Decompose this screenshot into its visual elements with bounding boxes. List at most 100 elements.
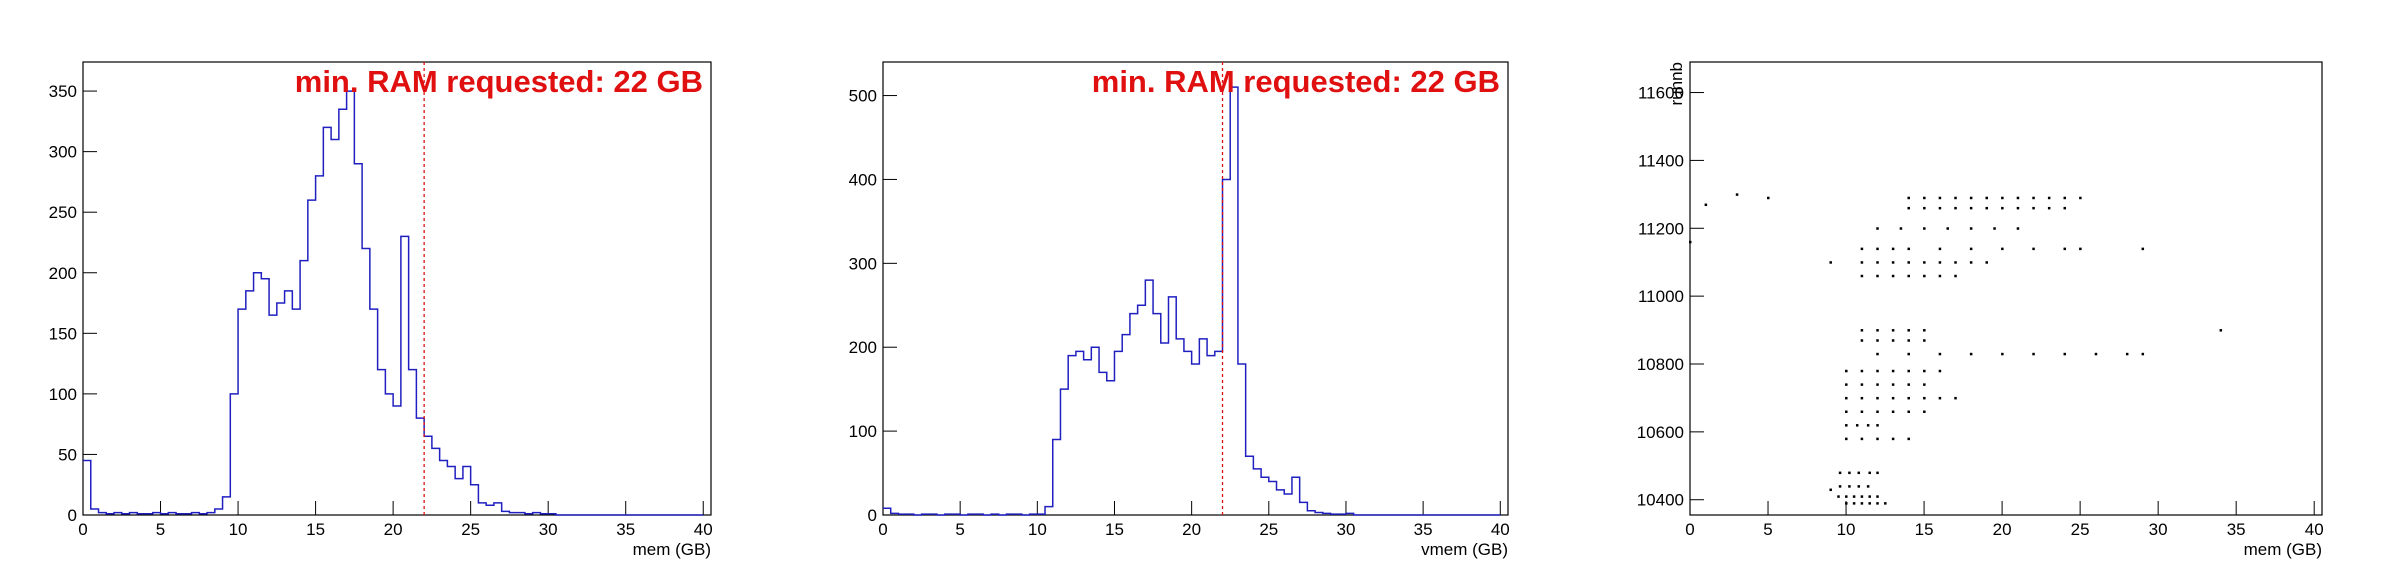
- x-tick-label: 0: [78, 520, 87, 539]
- point: [2016, 227, 2020, 230]
- point: [1852, 502, 1856, 505]
- point: [1923, 206, 1926, 210]
- x-axis-label: mem (GB): [2244, 540, 2322, 559]
- point: [2063, 196, 2067, 200]
- point: [2141, 352, 2145, 356]
- point: [1876, 471, 1879, 475]
- x-axis-label: vmem (GB): [1421, 540, 1508, 559]
- point: [1829, 261, 1832, 264]
- y-tick-label: 300: [49, 143, 77, 162]
- point: [1938, 247, 1942, 251]
- point: [1876, 383, 1879, 386]
- point: [1899, 227, 1903, 230]
- point: [1907, 383, 1910, 386]
- point: [1969, 227, 1973, 230]
- point: [1876, 437, 1879, 441]
- point: [2032, 206, 2035, 210]
- point: [1860, 274, 1864, 278]
- point: [1969, 261, 1973, 264]
- point: [2141, 247, 2145, 251]
- x-tick-label: 5: [1763, 520, 1772, 539]
- x-tick-label: 20: [1993, 520, 2012, 539]
- y-tick-label: 400: [849, 170, 877, 189]
- histogram-line: [83, 90, 704, 516]
- point: [1866, 485, 1870, 488]
- point: [1938, 261, 1942, 264]
- point: [1938, 196, 1942, 200]
- point: [1876, 495, 1879, 498]
- point: [2079, 196, 2082, 200]
- y-tick-label: 100: [49, 385, 77, 404]
- x-tick-label: 35: [1414, 520, 1433, 539]
- point: [1923, 396, 1926, 400]
- point: [2063, 352, 2067, 356]
- point: [1891, 383, 1895, 386]
- x-tick-label: 25: [1259, 520, 1278, 539]
- point: [1907, 274, 1910, 278]
- x-tick-label: 15: [306, 520, 325, 539]
- point: [1891, 339, 1895, 342]
- annotation: min. RAM requested: 22 GB: [1092, 64, 1500, 99]
- y-tick-label: 150: [49, 324, 77, 343]
- y-tick-label: 250: [49, 203, 77, 222]
- point: [1845, 424, 1848, 427]
- y-tick-label: 10400: [1637, 491, 1684, 510]
- point: [1891, 274, 1895, 278]
- panel: 0 5 10 15 20 25 30 35 40 10400 10600 10800 11000 1120…: [1637, 61, 2324, 559]
- point: [1845, 502, 1848, 505]
- plot-frame: [82, 61, 712, 516]
- point: [1907, 261, 1910, 264]
- x-tick-label: 10: [1837, 520, 1856, 539]
- x-axis-label: mem (GB): [633, 540, 711, 559]
- point: [1855, 424, 1859, 427]
- point: [1985, 196, 1988, 200]
- y-tick-label: 100: [849, 422, 877, 441]
- point: [1969, 206, 1973, 210]
- point: [2125, 352, 2129, 356]
- point: [1907, 206, 1910, 210]
- point: [1860, 502, 1864, 505]
- point: [1704, 203, 1708, 207]
- point: [1857, 485, 1861, 488]
- point: [1876, 424, 1879, 427]
- point: [1876, 352, 1879, 356]
- point: [1860, 247, 1864, 251]
- x-tick-label: 10: [1028, 520, 1047, 539]
- x-tick-label: 15: [1915, 520, 1934, 539]
- point: [1876, 329, 1879, 332]
- point: [1907, 196, 1910, 200]
- point: [2094, 352, 2098, 356]
- point: [1884, 502, 1887, 505]
- x-tick-label: 20: [384, 520, 403, 539]
- point: [1938, 274, 1942, 278]
- point: [1860, 495, 1864, 498]
- panel: 0 5 10 15 20 25 30 35 40 0 50 100 150 200 250 300 350 mem…: [49, 61, 713, 559]
- point: [1876, 261, 1879, 264]
- point: [1876, 396, 1879, 400]
- x-tick-label: 15: [1105, 520, 1124, 539]
- point: [1860, 437, 1864, 441]
- plot-frame: [882, 61, 1509, 516]
- point: [1923, 196, 1926, 200]
- point: [1954, 206, 1957, 210]
- point: [2001, 196, 2004, 200]
- point: [1876, 339, 1879, 342]
- x-tick-label: 20: [1182, 520, 1201, 539]
- y-tick-label: 11000: [1638, 287, 1684, 306]
- annotation: min. RAM requested: 22 GB: [295, 64, 703, 99]
- x-tick-label: 30: [1337, 520, 1356, 539]
- point: [1837, 495, 1840, 498]
- point: [1857, 471, 1861, 475]
- point: [1907, 329, 1910, 332]
- point: [1946, 227, 1949, 230]
- point: [1876, 247, 1879, 251]
- y-axis-label: runnb: [1667, 62, 1686, 105]
- point: [2219, 329, 2223, 332]
- y-tick-label: 11600: [1638, 84, 1684, 103]
- point: [1848, 485, 1851, 488]
- point: [1876, 274, 1879, 278]
- y-tick-label: 350: [49, 82, 77, 101]
- point: [1838, 485, 1842, 488]
- point: [1689, 240, 1692, 244]
